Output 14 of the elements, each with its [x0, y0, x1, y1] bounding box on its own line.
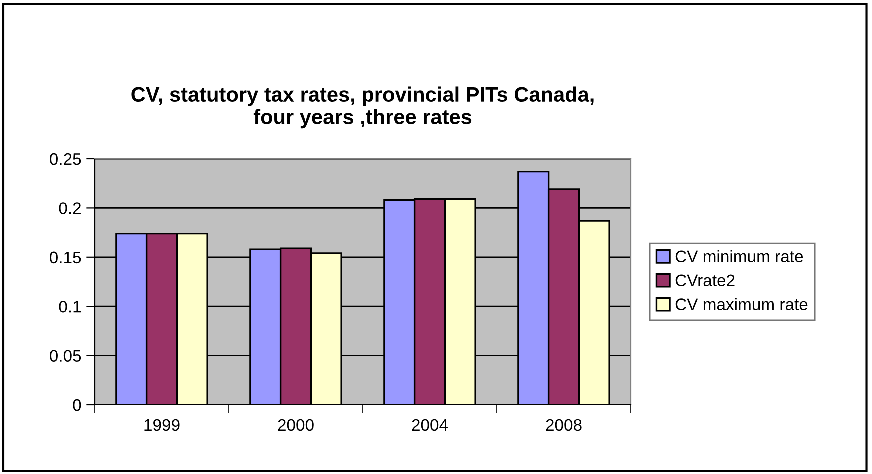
x-tick-label: 1999 [144, 419, 180, 432]
y-tick-label: 0 [73, 399, 82, 412]
legend-label: CV maximum rate [676, 298, 808, 310]
legend-label: CVrate2 [676, 274, 735, 287]
y-tick-label: 0.25 [50, 153, 82, 166]
x-tick-label: 2008 [546, 419, 582, 432]
x-tick-label: 2004 [412, 419, 448, 432]
y-tick-label: 0.2 [59, 202, 81, 214]
legend-label: CV minimum rate [676, 250, 804, 263]
y-tick-label: 0.15 [50, 252, 82, 264]
x-tick-label: 2000 [278, 419, 314, 432]
chart-title: CV, statutory tax rates, provincial PITs Canada, four years ,three rates [132, 86, 594, 129]
y-tick-label: 0.1 [59, 301, 81, 313]
y-tick-label: 0.05 [50, 350, 82, 362]
